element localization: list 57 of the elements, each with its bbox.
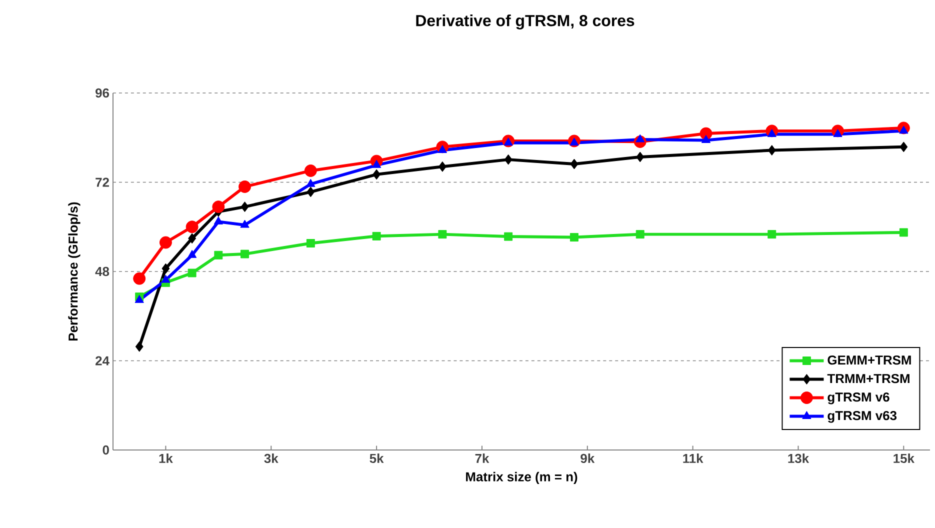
x-tick-label: 5k — [370, 454, 384, 464]
point — [372, 160, 382, 168]
point — [135, 341, 144, 352]
point — [900, 142, 908, 152]
point — [238, 180, 252, 193]
point — [438, 230, 447, 239]
point — [570, 158, 578, 170]
y-tick-label: 0 — [102, 445, 109, 455]
point — [306, 178, 316, 187]
point — [240, 250, 250, 258]
y-tick-label: 96 — [96, 88, 110, 98]
point — [186, 220, 198, 234]
point — [701, 135, 711, 143]
point — [636, 230, 644, 239]
point — [306, 239, 315, 248]
point — [133, 272, 146, 285]
point — [304, 164, 317, 177]
point — [240, 202, 249, 212]
point — [372, 232, 381, 240]
point — [438, 145, 448, 154]
point — [768, 145, 776, 156]
point — [212, 200, 225, 214]
x-tick-label: 11k — [683, 454, 704, 463]
legend-label: gTRSM v6 — [828, 392, 890, 404]
x-tick-label: 1k — [159, 454, 173, 463]
point — [372, 169, 381, 180]
point — [188, 233, 196, 244]
point — [159, 236, 172, 249]
point — [306, 186, 315, 198]
x-tick-label: 9k — [580, 454, 595, 464]
point — [768, 230, 776, 239]
y-tick-label: 72 — [96, 178, 109, 187]
point — [438, 161, 446, 172]
y-axis-title: Performance (GFlop/s) — [68, 202, 80, 340]
x-tick-label: 15k — [894, 454, 914, 464]
point — [570, 233, 578, 242]
point — [504, 154, 512, 165]
legend-label: gTRSM v63 — [828, 410, 897, 423]
x-tick-label: 3k — [264, 454, 278, 464]
x-axis-title: Matrix size (m = n) — [466, 472, 578, 484]
point — [214, 216, 223, 224]
point — [899, 228, 908, 237]
legend-label: TRMM+TRSM — [827, 374, 910, 384]
point — [214, 250, 223, 260]
legend-label: GEMM+TRSM — [828, 355, 911, 365]
y-tick-label: 24 — [96, 356, 110, 366]
point — [240, 220, 250, 228]
point — [504, 232, 513, 241]
x-tick-label: 7k — [475, 454, 490, 463]
point — [188, 250, 197, 258]
y-tick-label: 48 — [95, 266, 110, 276]
point — [161, 274, 170, 283]
chart-title: Derivative of gTRSM, 8 cores — [416, 14, 634, 30]
point — [636, 152, 644, 162]
x-tick-label: 13k — [788, 454, 810, 464]
point — [188, 268, 196, 278]
point — [162, 263, 170, 274]
